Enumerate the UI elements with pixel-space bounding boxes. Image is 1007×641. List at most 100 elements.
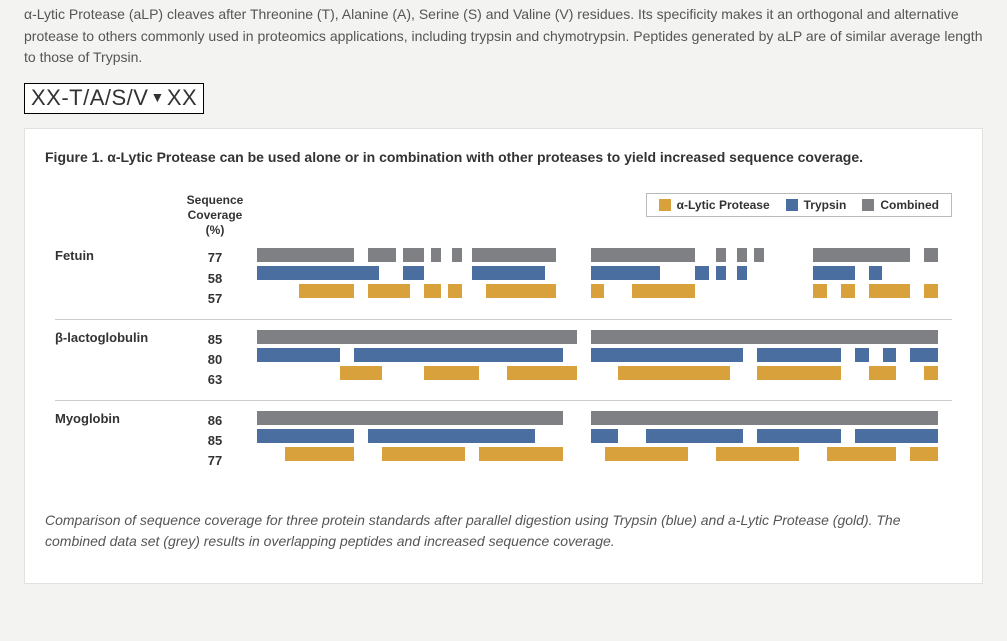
coverage-segment: [591, 348, 744, 362]
coverage-value: 63: [185, 370, 245, 390]
figure-caption: Comparison of sequence coverage for thre…: [45, 510, 962, 553]
legend-item-trypsin: Trypsin: [786, 198, 847, 212]
coverage-segment: [737, 248, 747, 262]
coverage-segment: [257, 429, 354, 443]
coverage-segment: [757, 366, 840, 380]
coverage-segment: [924, 248, 938, 262]
coverage-values: 858063: [185, 330, 245, 390]
coverage-segment: [448, 284, 462, 298]
cleave-left: XX-T/A/S/V: [31, 85, 148, 111]
coverage-segment: [813, 248, 910, 262]
coverage-segment: [605, 447, 688, 461]
legend-swatch-trypsin: [786, 199, 798, 211]
cleave-arrow-icon: ▼: [150, 90, 164, 104]
coverage-values: 775857: [185, 248, 245, 308]
protein-divider: [55, 400, 952, 401]
protein-divider: [55, 319, 952, 320]
coverage-segment: [869, 366, 897, 380]
coverage-value: 85: [185, 330, 245, 350]
coverage-segment: [257, 348, 340, 362]
coverage-track: [257, 248, 952, 262]
coverage-segment: [695, 266, 709, 280]
coverage-track: [257, 366, 952, 380]
coverage-segment: [507, 366, 577, 380]
coverage-segment: [257, 248, 354, 262]
coverage-track: [257, 284, 952, 298]
coverage-segment: [354, 348, 563, 362]
coverage-segment: [855, 429, 938, 443]
legend-item-alp: α-Lytic Protease: [659, 198, 770, 212]
figure-title-lead: Figure 1.: [45, 149, 103, 165]
coverage-track: [257, 330, 952, 344]
coverage-segment: [591, 266, 661, 280]
protein-name: Fetuin: [55, 248, 185, 308]
coverage-segment: [869, 284, 911, 298]
coverage-track: [257, 266, 952, 280]
coverage-segment: [257, 266, 379, 280]
coverage-segment: [472, 248, 555, 262]
coverage-chart: Sequence Coverage (%) α-Lytic Protease T…: [45, 193, 962, 485]
coverage-segment: [403, 248, 424, 262]
coverage-segment: [754, 248, 764, 262]
coverage-segment: [479, 447, 562, 461]
cleave-right: XX: [167, 85, 197, 111]
protein-block: Myoglobin868577: [55, 407, 952, 477]
coverage-segment: [257, 411, 563, 425]
coverage-segment: [757, 348, 840, 362]
coverage-segment: [591, 411, 939, 425]
coverage-track: [257, 429, 952, 443]
coverage-segment: [924, 284, 938, 298]
coverage-segment: [924, 366, 938, 380]
protein-block: Fetuin775857: [55, 244, 952, 314]
protein-name: β-lactoglobulin: [55, 330, 185, 390]
coverage-segment: [368, 429, 535, 443]
figure-title-rest: α-Lytic Protease can be used alone or in…: [103, 149, 863, 165]
coverage-segment: [757, 429, 840, 443]
protein-block: β-lactoglobulin858063: [55, 326, 952, 396]
coverage-segment: [813, 284, 827, 298]
coverage-value: 85: [185, 431, 245, 451]
coverage-segment: [382, 447, 465, 461]
legend-label-alp: α-Lytic Protease: [677, 198, 770, 212]
coverage-track: [257, 348, 952, 362]
coverage-segment: [646, 429, 743, 443]
coverage-segment: [869, 266, 883, 280]
coverage-segment: [285, 447, 355, 461]
coverage-segment: [591, 284, 605, 298]
coverage-values: 868577: [185, 411, 245, 471]
coverage-value: 77: [185, 451, 245, 471]
coverage-segment: [841, 284, 855, 298]
legend-item-combined: Combined: [862, 198, 939, 212]
coverage-segment: [591, 248, 695, 262]
figure-1-card: Figure 1. α-Lytic Protease can be used a…: [24, 128, 983, 584]
figure-title: Figure 1. α-Lytic Protease can be used a…: [45, 147, 962, 167]
coverage-segment: [591, 429, 619, 443]
intro-paragraph: α-Lytic Protease (aLP) cleaves after Thr…: [24, 4, 983, 69]
coverage-segment: [813, 266, 855, 280]
coverage-segment: [883, 348, 897, 362]
seq-coverage-header: Sequence Coverage (%): [185, 193, 245, 238]
coverage-segment: [403, 266, 424, 280]
coverage-segment: [424, 284, 441, 298]
legend-swatch-combined: [862, 199, 874, 211]
coverage-segment: [632, 284, 695, 298]
coverage-value: 58: [185, 269, 245, 289]
coverage-segment: [340, 366, 382, 380]
protein-name: Myoglobin: [55, 411, 185, 471]
coverage-segment: [716, 266, 726, 280]
coverage-segment: [368, 284, 410, 298]
coverage-value: 57: [185, 289, 245, 309]
coverage-segment: [737, 266, 747, 280]
coverage-segment: [299, 284, 355, 298]
coverage-segment: [910, 348, 938, 362]
cleavage-specificity: XX-T/A/S/V ▼ XX: [24, 83, 204, 114]
legend-label-trypsin: Trypsin: [804, 198, 847, 212]
coverage-value: 77: [185, 248, 245, 268]
legend-swatch-alp: [659, 199, 671, 211]
coverage-segment: [716, 248, 726, 262]
coverage-segment: [486, 284, 556, 298]
coverage-segment: [716, 447, 799, 461]
coverage-track: [257, 447, 952, 461]
coverage-value: 80: [185, 350, 245, 370]
coverage-segment: [452, 248, 462, 262]
